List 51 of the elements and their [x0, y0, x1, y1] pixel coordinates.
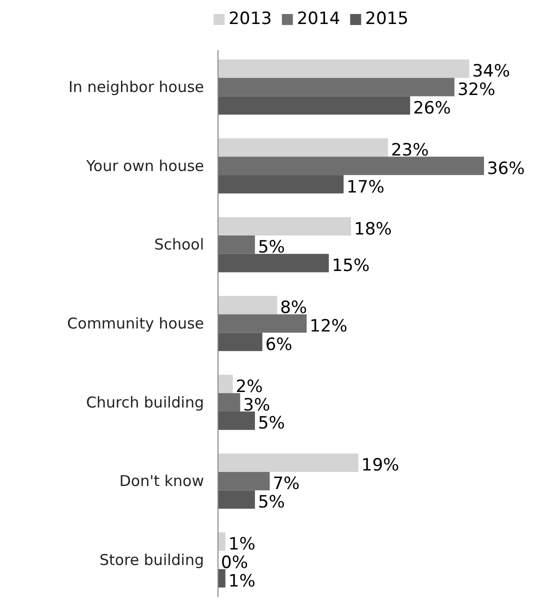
legend-label: 2015 — [365, 9, 408, 29]
bar — [218, 217, 351, 236]
bar — [218, 314, 307, 333]
data-label: 32% — [457, 80, 496, 100]
data-label: 0% — [221, 552, 248, 573]
bar — [218, 490, 255, 509]
legend-label: 2014 — [296, 9, 340, 29]
data-label: 8% — [280, 298, 308, 318]
bar — [218, 175, 344, 194]
data-label: 3% — [243, 395, 270, 416]
bar — [218, 96, 410, 115]
y-tick-label: In neighbor house — [68, 78, 204, 96]
data-label: 7% — [272, 474, 300, 494]
data-label: 5% — [258, 492, 285, 513]
data-label: 36% — [487, 158, 525, 179]
bar — [218, 59, 470, 78]
bar — [218, 235, 255, 254]
y-tick-label: Store building — [100, 550, 204, 569]
y-tick-label: Community house — [67, 314, 204, 332]
bar — [218, 374, 233, 394]
bar — [218, 138, 388, 157]
bar — [218, 393, 240, 412]
bar — [218, 472, 270, 490]
data-label: 26% — [413, 98, 451, 118]
data-label: 15% — [332, 256, 370, 276]
data-label: 6% — [265, 334, 292, 355]
data-label: 23% — [390, 140, 429, 160]
y-tick-label: Don't know — [119, 472, 204, 490]
bar — [218, 296, 278, 314]
data-label: 17% — [346, 177, 384, 198]
data-label: 5% — [258, 238, 285, 258]
bar — [218, 332, 262, 352]
data-label: 1% — [228, 571, 256, 592]
data-label: 1% — [228, 534, 256, 555]
bar — [218, 254, 329, 272]
data-label: 12% — [310, 316, 348, 336]
legend-label: 2013 — [228, 9, 272, 29]
data-label: 19% — [361, 456, 400, 476]
data-label: 34% — [472, 62, 510, 82]
y-tick-label: Your own house — [85, 156, 204, 175]
data-label: 2% — [236, 376, 263, 397]
bar — [218, 156, 484, 176]
data-label: 5% — [258, 414, 285, 434]
data-label: 18% — [354, 219, 392, 240]
bar — [218, 454, 358, 472]
bar — [218, 78, 454, 96]
bar — [218, 532, 226, 551]
y-tick-label: School — [154, 236, 204, 254]
bar — [218, 569, 226, 588]
bar — [218, 412, 255, 430]
y-tick-label: Church building — [86, 393, 204, 412]
